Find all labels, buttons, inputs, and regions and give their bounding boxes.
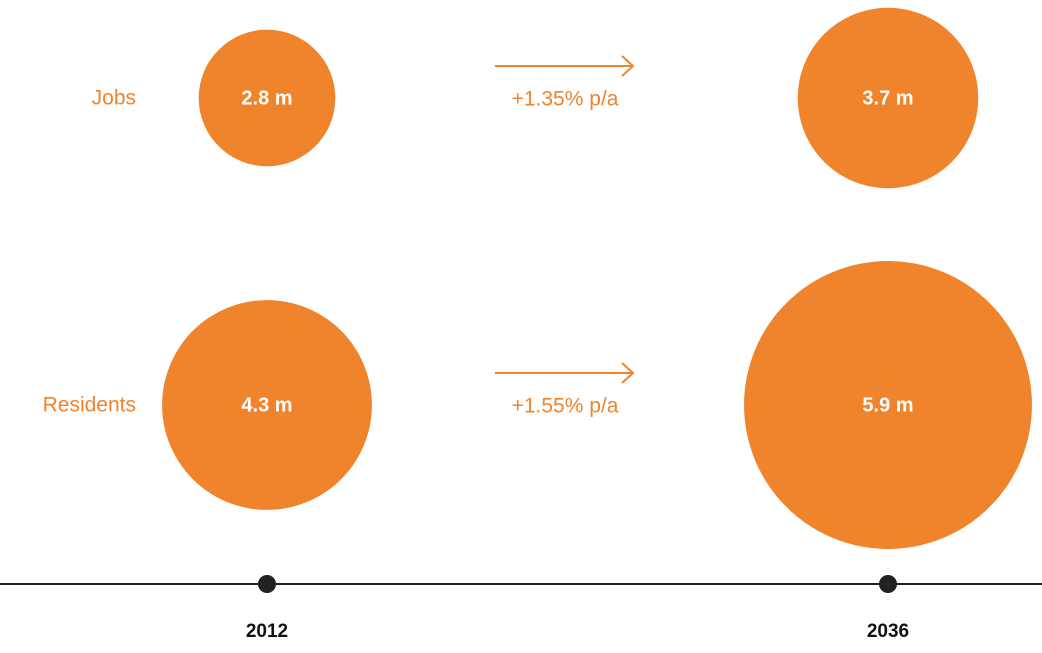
row-label: Residents: [43, 394, 136, 417]
arrow-head: [621, 362, 635, 384]
bubble-label: 2.8 m: [241, 87, 292, 109]
growth-rate: +1.55% p/a: [512, 395, 619, 418]
bubble-label: 5.9 m: [862, 394, 913, 416]
year-label: 2036: [867, 621, 909, 642]
timeline-dot: [258, 575, 276, 593]
bubble: [198, 29, 336, 167]
year-label: 2012: [246, 621, 288, 642]
bubble: [797, 7, 979, 189]
timeline-dot: [879, 575, 897, 593]
bubble: [744, 261, 1032, 549]
bubble-label: 3.7 m: [862, 87, 913, 109]
growth-rate: +1.35% p/a: [512, 88, 619, 111]
arrow-head: [621, 55, 635, 77]
bubble-label: 4.3 m: [241, 394, 292, 416]
row-label: Jobs: [92, 87, 136, 110]
bubble: [162, 300, 372, 510]
